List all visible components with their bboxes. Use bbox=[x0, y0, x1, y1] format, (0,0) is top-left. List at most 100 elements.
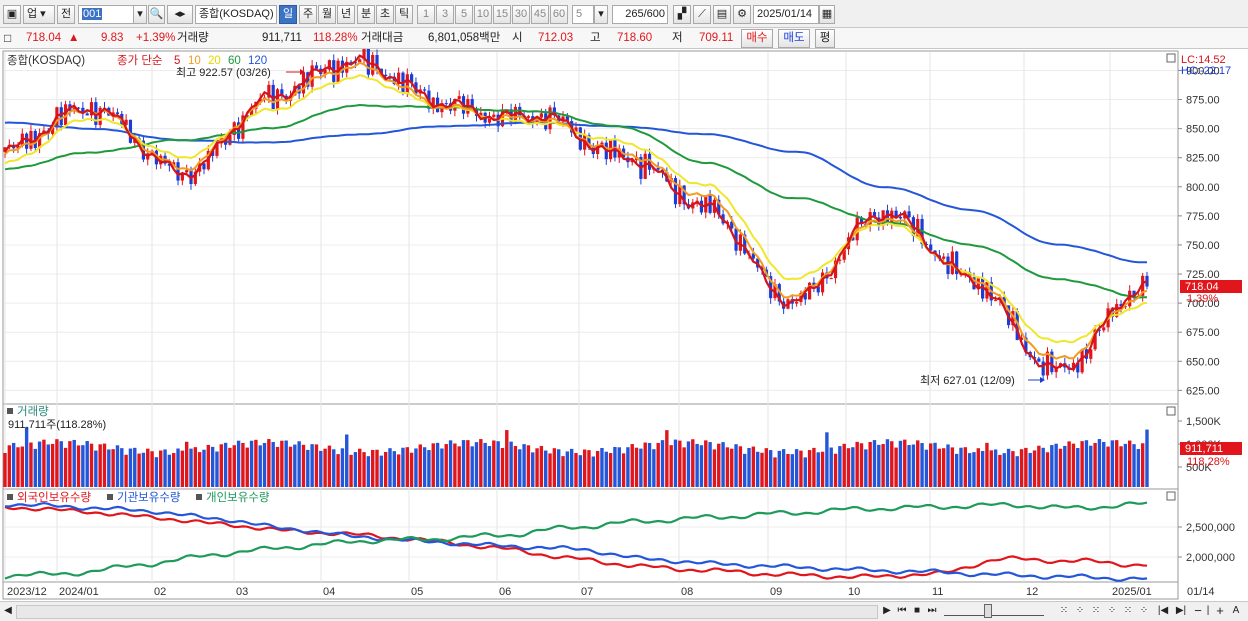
zoom-sep-icon: | bbox=[1206, 605, 1210, 616]
candle-body bbox=[872, 212, 877, 218]
scroll-track[interactable] bbox=[16, 605, 878, 619]
volume-bar bbox=[336, 454, 340, 487]
scroll-right-icon[interactable]: ▶ bbox=[883, 605, 891, 616]
volume-percent: 118.28% bbox=[313, 32, 358, 44]
zoom-out-icon[interactable]: − bbox=[1194, 603, 1202, 618]
prev-button[interactable]: 전 bbox=[57, 5, 75, 24]
volume-bar bbox=[202, 449, 206, 487]
period-week-button[interactable]: 주 bbox=[299, 5, 317, 24]
current-price: 718.04 bbox=[26, 32, 62, 44]
volume-bar bbox=[864, 449, 868, 487]
volume-bar bbox=[228, 447, 232, 487]
interval-45-button[interactable]: 45 bbox=[531, 5, 549, 24]
layout-icon[interactable]: ▣ bbox=[3, 5, 21, 24]
pattern-icon-4[interactable]: ⁘ bbox=[1107, 605, 1117, 616]
calendar-icon[interactable]: ▦ bbox=[819, 5, 835, 24]
zoom-slider[interactable] bbox=[944, 607, 1044, 616]
market-select[interactable]: 업 ▾ bbox=[23, 5, 55, 24]
candle-body bbox=[310, 65, 314, 87]
pattern-icon-2[interactable]: ⁘ bbox=[1075, 605, 1085, 616]
count-field[interactable]: 265/600 bbox=[612, 5, 668, 24]
price-tick-label: 825.00 bbox=[1186, 153, 1220, 165]
candle-body bbox=[1037, 358, 1041, 362]
count-current: 265 bbox=[625, 8, 644, 20]
pattern-icon-1[interactable]: ⁙ bbox=[1059, 605, 1069, 616]
volume-bar bbox=[1145, 429, 1149, 487]
chart-scrollbar[interactable]: ◀ ▶ ⏮ ■ ⏭ ⁙ ⁘ ⁙ ⁘ ⁙ ⁘ |◀ ▶| − | + A bbox=[0, 601, 1248, 621]
price-panel-close-icon[interactable] bbox=[1166, 53, 1176, 63]
interval-15-button[interactable]: 15 bbox=[493, 5, 511, 24]
volume-bar bbox=[444, 444, 448, 487]
chart-svg[interactable]: 900.00 875.00 850.00 825.00 800.00 775.00 750.… bbox=[0, 43, 1248, 601]
candle-body bbox=[907, 211, 911, 218]
date-input[interactable]: 2025/01/14 bbox=[753, 5, 819, 24]
volume-bar bbox=[245, 447, 249, 487]
volume-panel-close-icon[interactable] bbox=[1166, 406, 1176, 416]
pattern-icon-6[interactable]: ⁘ bbox=[1139, 605, 1149, 616]
volume-bar bbox=[634, 447, 639, 487]
volume-bar bbox=[401, 447, 405, 487]
volume-bar bbox=[673, 439, 678, 487]
volume-bar bbox=[120, 448, 124, 487]
chart-area[interactable]: 900.00 875.00 850.00 825.00 800.00 775.00 750.… bbox=[0, 43, 1248, 601]
buy-button[interactable]: 매수 bbox=[741, 29, 773, 48]
interval-60-button[interactable]: 60 bbox=[550, 5, 568, 24]
candle-body bbox=[29, 130, 33, 149]
holding-panel-close-icon[interactable] bbox=[1166, 491, 1176, 501]
period-second-button[interactable]: 초 bbox=[376, 5, 394, 24]
price-tick-label: 625.00 bbox=[1186, 385, 1220, 397]
interval-1-button[interactable]: 1 bbox=[417, 5, 435, 24]
scroll-left-icon[interactable]: ◀ bbox=[4, 605, 12, 616]
save-icon[interactable]: ▤ bbox=[713, 5, 731, 24]
scroll-start-icon[interactable]: ⏮ bbox=[897, 605, 907, 616]
period-month-button[interactable]: 월 bbox=[318, 5, 336, 24]
zoom-slider-handle[interactable] bbox=[984, 604, 992, 618]
interval-30-button[interactable]: 30 bbox=[512, 5, 530, 24]
candle-body bbox=[327, 60, 332, 70]
period-year-button[interactable]: 년 bbox=[337, 5, 355, 24]
current-pct-tag: 1.39% bbox=[1187, 293, 1218, 305]
scroll-end-icon-2[interactable]: ▶| bbox=[1175, 605, 1187, 616]
scroll-start-icon-2[interactable]: |◀ bbox=[1157, 605, 1169, 616]
draw-tool-icon[interactable]: ⟋ bbox=[693, 5, 711, 24]
volume-bar bbox=[972, 452, 976, 487]
candle-body bbox=[1015, 311, 1019, 340]
period-tick-button[interactable]: 틱 bbox=[395, 5, 413, 24]
chart-tools-icon[interactable]: ▞ bbox=[673, 5, 691, 24]
volume-bar bbox=[569, 448, 574, 487]
candle-body bbox=[193, 171, 197, 185]
eval-button[interactable]: 평 bbox=[815, 29, 835, 48]
interval-3-button[interactable]: 3 bbox=[436, 5, 454, 24]
volume-bar bbox=[262, 442, 267, 487]
volume-bar bbox=[345, 434, 349, 487]
candle-body bbox=[963, 271, 967, 274]
volume-bar bbox=[470, 446, 474, 487]
volume-bar bbox=[215, 451, 219, 487]
code-input[interactable]: 001 bbox=[78, 5, 134, 24]
interval-5-button[interactable]: 5 bbox=[455, 5, 473, 24]
interval-10-button[interactable]: 10 bbox=[474, 5, 492, 24]
period-day-button[interactable]: 일 bbox=[279, 5, 297, 24]
window-icon: □ bbox=[4, 31, 12, 45]
volume-bar bbox=[665, 430, 669, 487]
candle-body bbox=[647, 153, 652, 170]
pattern-icon-3[interactable]: ⁙ bbox=[1091, 605, 1101, 616]
gear-icon[interactable]: ⚙ bbox=[733, 5, 751, 24]
volume-bar bbox=[133, 447, 137, 487]
sell-button[interactable]: 매도 bbox=[778, 29, 810, 48]
zoom-in-icon[interactable]: + bbox=[1216, 603, 1224, 618]
volume-bar bbox=[81, 445, 85, 487]
search-icon[interactable]: 🔍 bbox=[148, 5, 165, 24]
font-size-icon[interactable]: A bbox=[1232, 605, 1240, 616]
stop-icon[interactable]: ■ bbox=[913, 605, 921, 616]
code-dropdown-icon[interactable]: ▾ bbox=[133, 5, 147, 24]
interval-input[interactable]: 5 bbox=[572, 5, 594, 24]
sound-icon[interactable]: ◂▸ bbox=[167, 5, 193, 24]
period-minute-button[interactable]: 분 bbox=[357, 5, 375, 24]
y-tick-labels: 900.00 875.00 850.00 825.00 800.00 775.00 750.… bbox=[1186, 65, 1235, 564]
volume-bar bbox=[46, 444, 50, 487]
pattern-icon-5[interactable]: ⁙ bbox=[1123, 605, 1133, 616]
candle-body bbox=[1119, 304, 1123, 307]
interval-dropdown-icon[interactable]: ▾ bbox=[594, 5, 608, 24]
scroll-end-icon[interactable]: ⏭ bbox=[927, 605, 937, 616]
